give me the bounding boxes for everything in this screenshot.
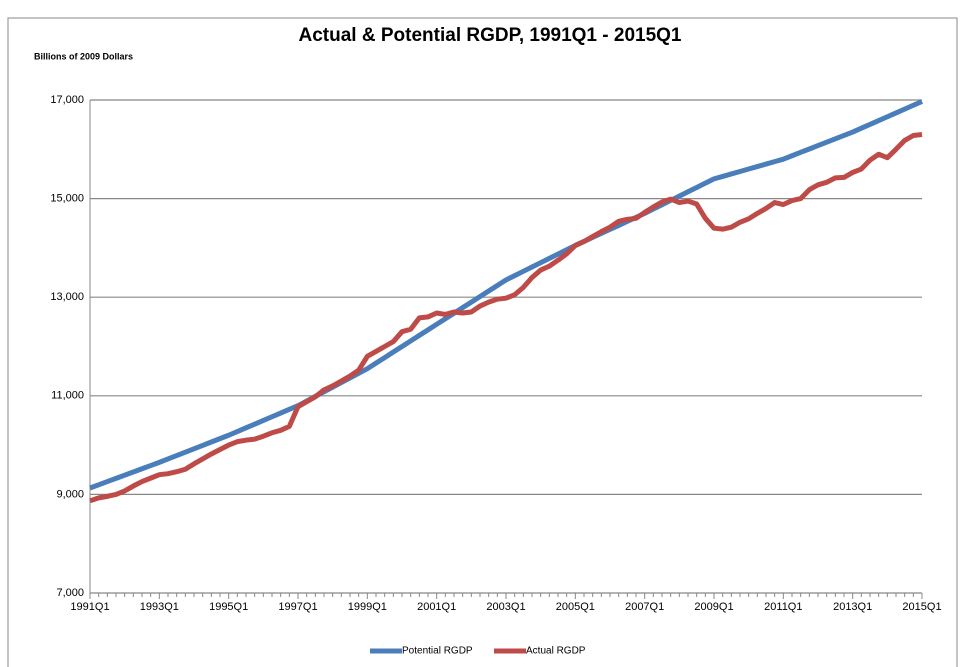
- x-tick-label: 2001Q1: [417, 601, 456, 613]
- x-tick-label: 2009Q1: [694, 601, 733, 613]
- x-tick-label: 2005Q1: [556, 601, 595, 613]
- y-tick-label: 7,000: [56, 587, 84, 599]
- x-tick-label: 1999Q1: [348, 601, 387, 613]
- y-tick-label: 15,000: [50, 193, 84, 205]
- legend-label: Potential RGDP: [402, 646, 473, 657]
- y-tick-label: 13,000: [50, 291, 84, 303]
- y-tick-label: 17,000: [50, 94, 84, 106]
- x-tick-label: 2007Q1: [625, 601, 664, 613]
- chart-title: Actual & Potential RGDP, 1991Q1 - 2015Q1: [299, 25, 682, 46]
- x-tick-label: 2003Q1: [486, 601, 525, 613]
- y-axis-label: Billions of 2009 Dollars: [34, 51, 133, 61]
- x-tick-label: 2013Q1: [833, 601, 872, 613]
- x-tick-label: 1993Q1: [140, 601, 179, 613]
- x-tick-label: 1997Q1: [278, 601, 317, 613]
- chart-frame: [7, 17, 958, 667]
- legend-label: Actual RGDP: [526, 646, 586, 657]
- x-tick-label: 1995Q1: [209, 601, 248, 613]
- y-tick-label: 9,000: [56, 488, 84, 500]
- line-series: [89, 132, 923, 504]
- x-tick-label: 2015Q1: [902, 601, 941, 613]
- x-tick-label: 2011Q1: [764, 601, 802, 613]
- y-tick-label: 11,000: [51, 390, 84, 402]
- line-series: [89, 99, 924, 491]
- x-tick-label: 1991Q1: [70, 601, 109, 613]
